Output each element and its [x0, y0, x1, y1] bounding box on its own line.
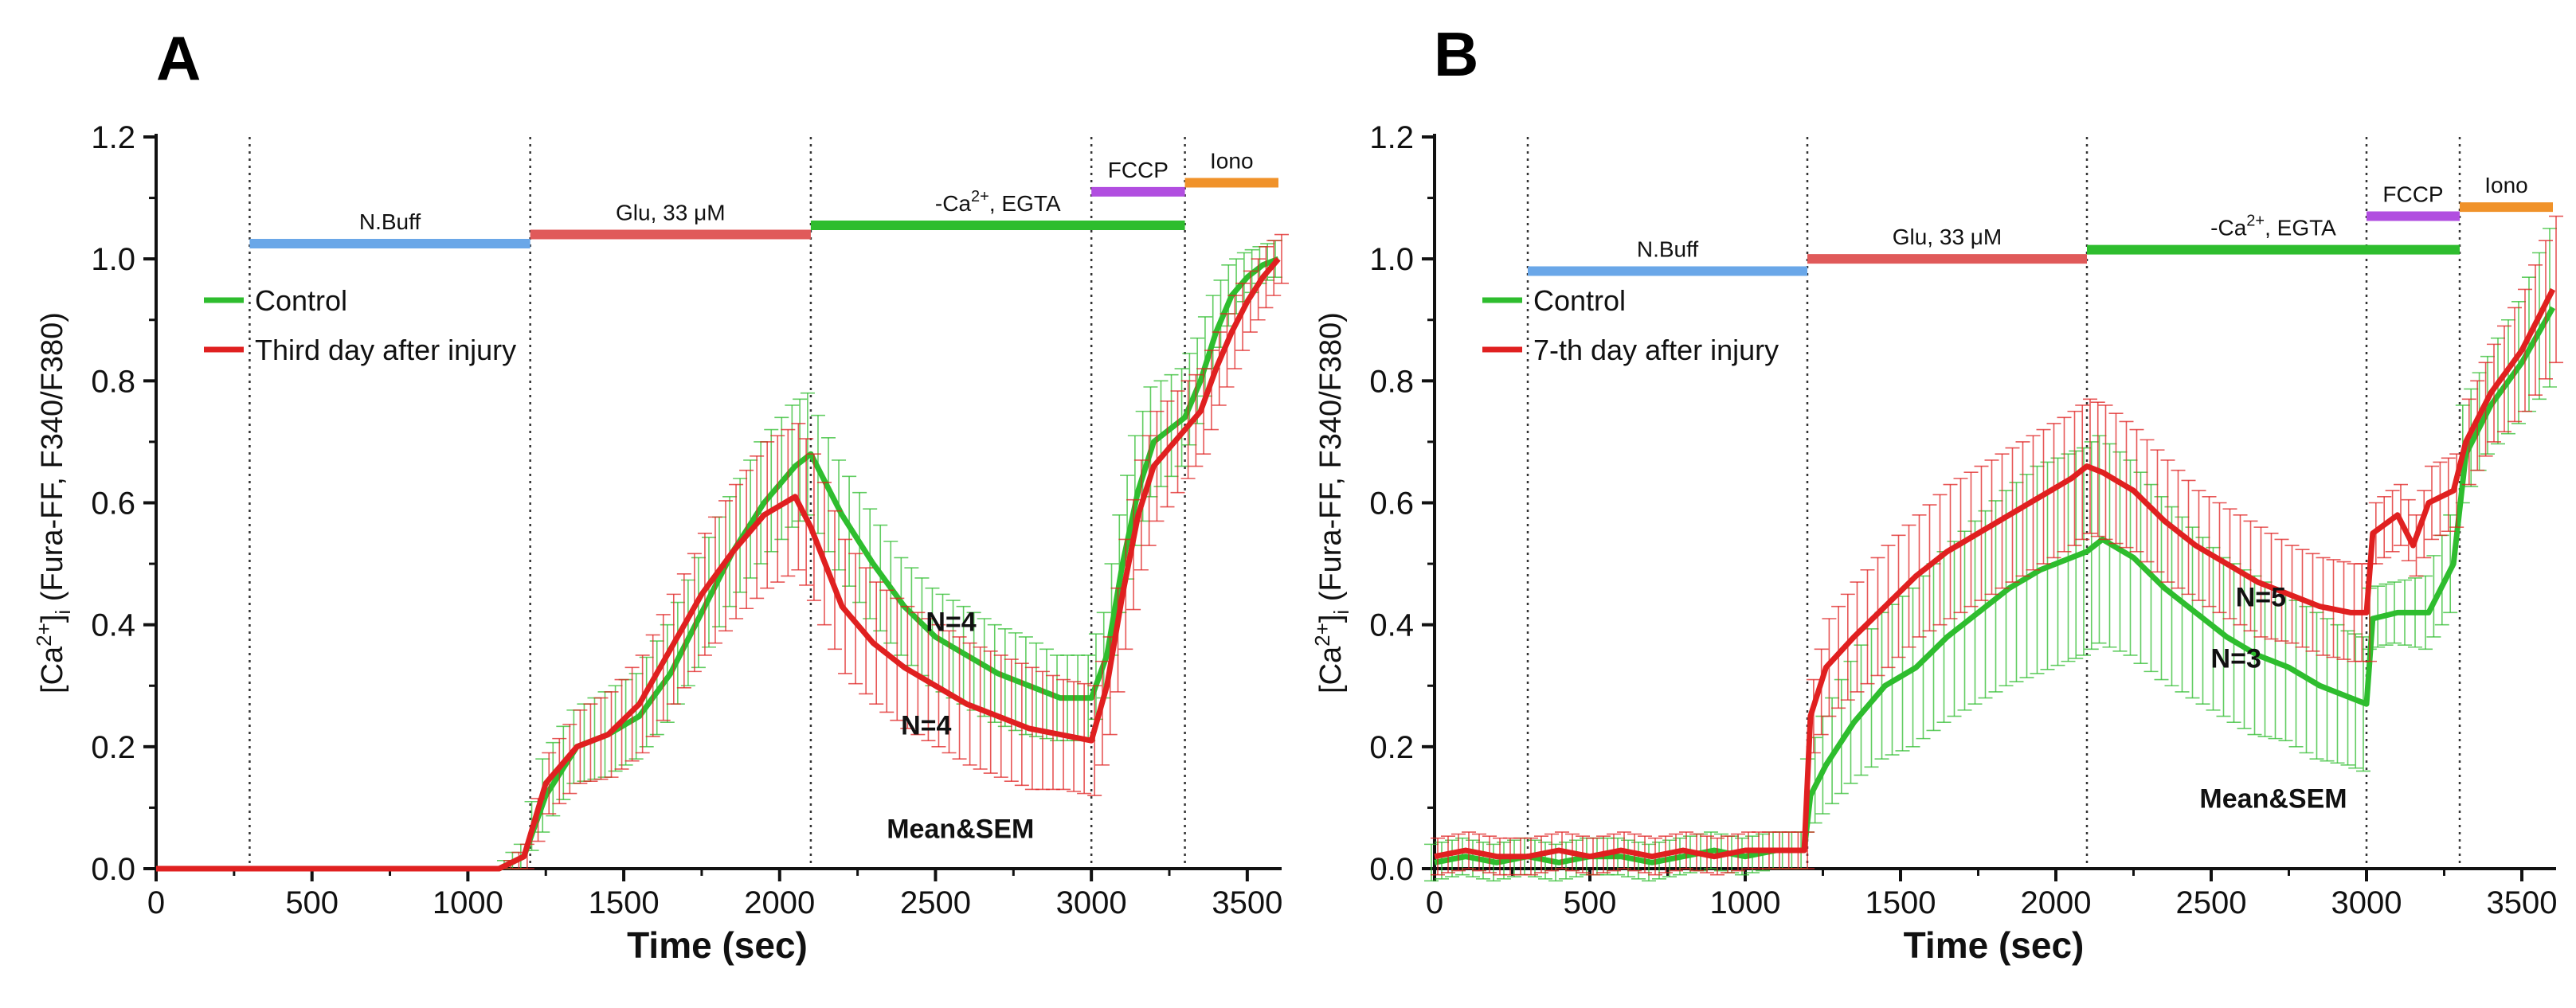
legend-label: Third day after injury — [255, 334, 516, 366]
annotation: Mean&SEM — [887, 815, 1034, 845]
x-tick-label: 500 — [285, 885, 339, 920]
treatment-label: FCCP — [1108, 158, 1169, 182]
treatment-label: Glu, 33 μM — [616, 201, 726, 225]
x-tick-label: 2500 — [900, 885, 971, 920]
treatment-label: -Ca2+, EGTA — [2210, 213, 2336, 240]
y-tick-label: 0.2 — [91, 730, 135, 765]
x-tick-label: 1500 — [1865, 885, 1936, 920]
panel-label: A — [156, 23, 201, 93]
series-third-day-after-injury — [156, 233, 1289, 872]
x-tick-label: 0 — [1426, 885, 1443, 920]
x-tick-label: 3000 — [2331, 885, 2402, 920]
legend-label: Control — [255, 284, 347, 317]
legend-label: Control — [1533, 284, 1626, 317]
y-tick-label: 0.0 — [91, 852, 135, 887]
annotation: N=3 — [2211, 643, 2261, 674]
panel-b: B 0.0 0.2 0.4 0.6 0.8 1.0 1.2 0 500 1000 1500 2000 25… — [1310, 19, 2563, 966]
x-axis-title: Time (sec) — [1904, 924, 2085, 966]
treatment-label: -Ca2+, EGTA — [935, 188, 1061, 216]
y-tick-label: 0.6 — [1369, 486, 1414, 522]
y-tick-label: 0.2 — [1369, 730, 1414, 765]
series-7-th-day-after-injury — [1431, 215, 2563, 876]
x-tick-label: 1500 — [589, 885, 660, 920]
treatment-label: N.Buff — [1637, 236, 1699, 261]
legend-label: 7-th day after injury — [1533, 334, 1779, 366]
treatment-label: N.Buff — [359, 209, 421, 234]
y-axis-title: [Ca2+]i (Fura-FF, F340/F380) — [1310, 312, 1353, 693]
annotation: N=5 — [2236, 583, 2286, 613]
y-axis-title: [Ca2+]i (Fura-FF, F340/F380) — [32, 312, 75, 693]
treatment-label: Iono — [1210, 148, 1254, 173]
y-tick-label: 0.0 — [1369, 852, 1414, 887]
x-tick-label: 500 — [1564, 885, 1617, 920]
series-line — [1434, 287, 2556, 860]
x-tick-label: 1000 — [1710, 885, 1781, 920]
y-tick-label: 0.4 — [1369, 608, 1414, 643]
x-tick-label: 3500 — [1212, 885, 1282, 920]
x-tick-label: 3500 — [2487, 885, 2558, 920]
y-tick-label: 1.2 — [1369, 120, 1414, 155]
y-tick-label: 0.8 — [1369, 364, 1414, 399]
x-tick-label: 2000 — [2021, 885, 2092, 920]
y-tick-label: 1.0 — [1369, 242, 1414, 277]
y-tick-label: 0.8 — [91, 364, 135, 399]
y-tick-label: 1.0 — [91, 242, 135, 277]
y-tick-label: 1.2 — [91, 120, 135, 155]
annotation: N=4 — [926, 607, 976, 637]
series-control — [1424, 228, 2557, 882]
x-tick-label: 1000 — [433, 885, 503, 920]
y-tick-label: 0.6 — [91, 486, 135, 522]
treatment-label: Iono — [2484, 173, 2528, 197]
x-tick-label: 0 — [147, 885, 165, 920]
annotation: N=4 — [901, 711, 951, 741]
annotation: Mean&SEM — [2199, 783, 2347, 814]
series-line — [1434, 306, 2556, 865]
series-line — [156, 256, 1281, 872]
treatment-label: FCCP — [2382, 182, 2443, 207]
panel-label: B — [1434, 19, 1478, 89]
panel-a: A 0.0 0.2 0.4 0.6 0.8 1.0 1.2 0 500 1000 1500 2000 25… — [32, 23, 1289, 966]
x-tick-label: 3000 — [1056, 885, 1127, 920]
treatment-label: Glu, 33 μM — [1893, 225, 2002, 249]
x-tick-label: 2500 — [2176, 885, 2247, 920]
x-axis-title: Time (sec) — [627, 924, 808, 966]
x-tick-label: 2000 — [744, 885, 815, 920]
y-tick-label: 0.4 — [91, 608, 135, 643]
